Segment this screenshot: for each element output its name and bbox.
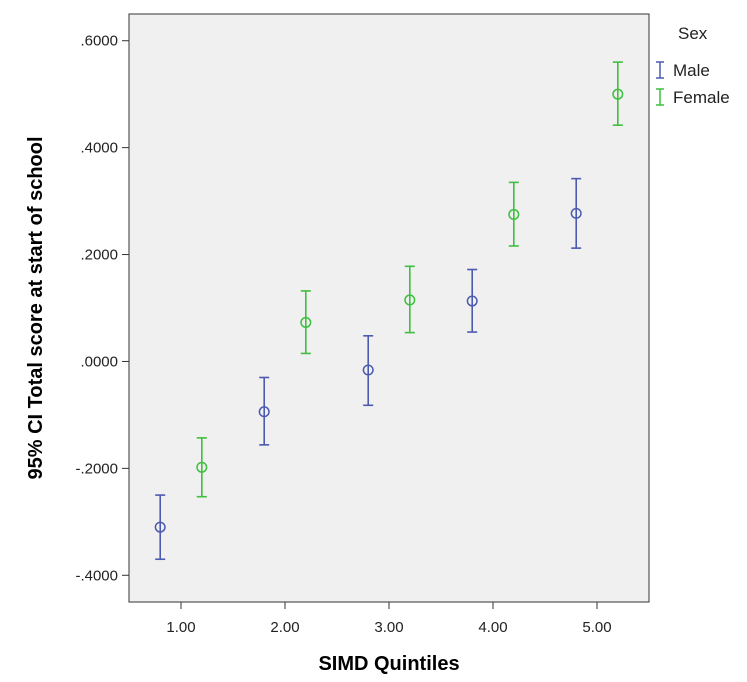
x-tick-label: 3.00: [374, 619, 403, 636]
error-bar-point: [466, 268, 478, 333]
x-tick-label: 2.00: [270, 619, 299, 636]
mean-marker: [258, 406, 270, 418]
mean-marker: [466, 295, 478, 307]
x-tick-label: 5.00: [582, 619, 611, 636]
y-axis: -.4000 -.2000 .0000 .2000 .4000 .6000: [75, 33, 129, 584]
legend-label: Female: [673, 88, 730, 107]
error-bar-point: [612, 61, 624, 126]
error-bar-point: [258, 376, 270, 446]
y-tick-label: .2000: [80, 247, 118, 264]
error-bar-point: [404, 265, 416, 334]
y-axis-title: 95% CI Total score at start of school: [25, 136, 47, 479]
legend-item-female: Female: [656, 88, 730, 107]
y-tick-label: -.4000: [75, 567, 118, 584]
error-bar-point: [570, 177, 582, 249]
error-bar-series: [154, 61, 624, 561]
legend-label: Male: [673, 61, 710, 80]
x-axis-title: SIMD Quintiles: [318, 653, 459, 675]
legend: Sex Male Female: [656, 24, 730, 107]
y-tick-label: .0000: [80, 353, 118, 370]
legend-item-male: Male: [656, 61, 710, 80]
y-tick-label: -.2000: [75, 460, 118, 477]
mean-marker: [362, 364, 374, 376]
mean-marker: [508, 208, 520, 221]
x-tick-label: 1.00: [166, 619, 195, 636]
mean-marker: [404, 294, 416, 306]
mean-marker: [196, 461, 208, 473]
series-female: [196, 61, 624, 498]
mean-marker: [612, 88, 624, 100]
legend-title: Sex: [678, 24, 708, 43]
plot-area: [128, 13, 650, 603]
error-bar-point: [154, 494, 166, 561]
mean-marker: [570, 207, 582, 219]
error-bar-point: [362, 334, 374, 407]
error-bar-point: [300, 290, 312, 355]
series-male: [154, 177, 582, 561]
mean-marker: [300, 316, 312, 328]
y-tick-label: .4000: [80, 140, 118, 157]
error-bar-point: [196, 437, 208, 498]
error-bar-point: [508, 181, 520, 247]
mean-marker: [154, 521, 166, 533]
legend-items: Male Female: [656, 61, 730, 107]
y-tick-label: .6000: [80, 33, 118, 50]
x-axis: 1.00 2.00 3.00 4.00 5.00: [166, 602, 612, 636]
x-tick-label: 4.00: [478, 619, 507, 636]
